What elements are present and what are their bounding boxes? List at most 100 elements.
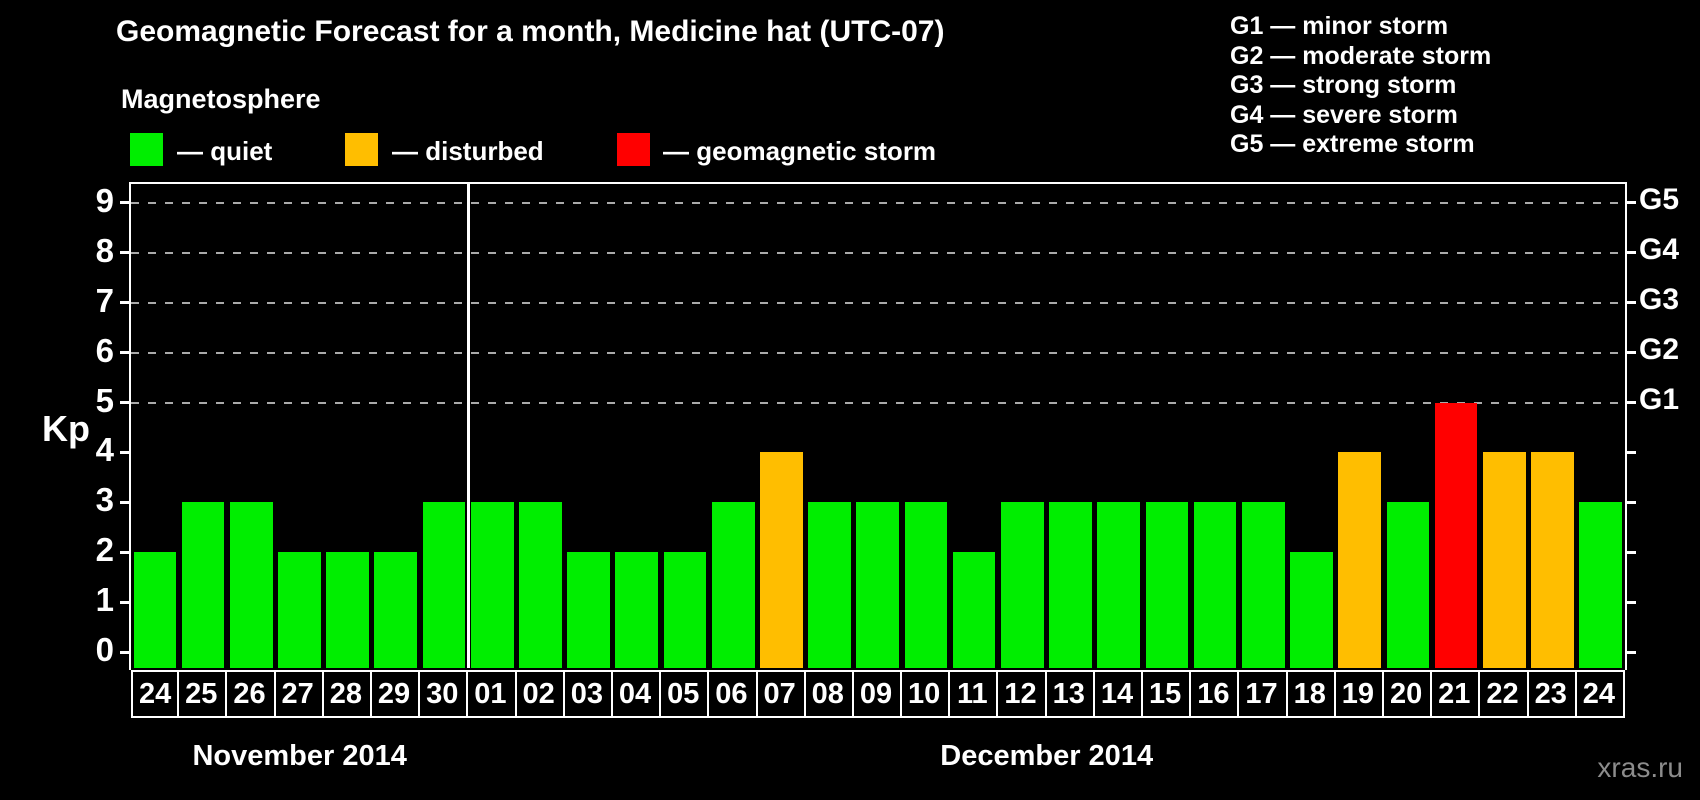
y-axis-label-3: 3: [95, 481, 114, 519]
g-scale-legend-line: G3 — strong storm: [1230, 71, 1457, 99]
kp-bar-15: [1145, 502, 1189, 668]
month-label: November 2014: [192, 740, 407, 772]
y-axis-label-7: 7: [95, 281, 114, 319]
y-axis-tick-right: [1625, 650, 1636, 654]
day-box-10: 10: [900, 670, 951, 718]
y-axis-tick-left: [120, 201, 131, 205]
y-axis-title: Kp: [42, 408, 90, 449]
kp-bar-23: [1531, 452, 1574, 668]
y-axis-label-8: 8: [95, 231, 114, 269]
g-scale-legend: G1 — minor storm G2 — moderate storm G3 …: [1230, 12, 1491, 160]
kp-bar-18: [1290, 552, 1333, 668]
y-axis-label-1: 1: [95, 581, 114, 619]
right-axis-label-G5: G5: [1639, 182, 1680, 216]
day-box-14: 14: [1092, 670, 1144, 718]
kp-bar-06: [711, 502, 755, 668]
kp-bar-05: [663, 552, 707, 668]
kp-bar-02: [519, 502, 562, 668]
day-box-11: 11: [948, 670, 999, 718]
g-scale-legend-line: G5 — extreme storm: [1230, 130, 1475, 158]
y-axis-tick-left: [120, 600, 131, 604]
storm-legend-swatch: [617, 133, 650, 166]
day-box-06: 06: [707, 670, 758, 718]
kp-bar-12: [1000, 502, 1044, 668]
kp-bar-24: [1579, 502, 1622, 668]
y-axis-label-4: 4: [95, 431, 114, 469]
y-axis-tick-left: [120, 650, 131, 654]
quiet-legend-swatch: [130, 133, 163, 166]
gridline-kp9: [131, 201, 1625, 204]
disturbed-legend-swatch: [345, 133, 378, 166]
y-axis-label-6: 6: [95, 331, 114, 369]
month-separator: [467, 184, 470, 668]
kp-bar-28: [326, 552, 369, 668]
day-box-21: 21: [1430, 670, 1481, 718]
kp-bar-20: [1386, 502, 1430, 668]
y-axis-tick-right: [1625, 500, 1636, 504]
y-axis-tick-right: [1625, 600, 1636, 604]
kp-bar-13: [1049, 502, 1092, 668]
day-box-27: 27: [273, 670, 324, 718]
day-box-17: 17: [1237, 670, 1288, 718]
kp-bar-29: [374, 552, 418, 668]
day-box-08: 08: [803, 670, 854, 718]
day-box-19: 19: [1333, 670, 1385, 718]
day-box-24: 24: [1574, 670, 1625, 718]
kp-bar-16: [1193, 502, 1237, 668]
gridline-kp5: [131, 401, 1625, 404]
y-axis-tick-right: [1625, 351, 1636, 355]
day-box-01: 01: [466, 670, 517, 718]
kp-bar-25: [181, 502, 225, 668]
y-axis-label-9: 9: [95, 181, 114, 219]
kp-bar-17: [1241, 502, 1285, 668]
kp-bar-11: [952, 552, 996, 668]
kp-bar-08: [808, 502, 851, 668]
kp-bar-30: [422, 502, 466, 668]
y-axis-tick-right: [1625, 201, 1636, 205]
watermark: xras.ru: [1597, 752, 1683, 783]
kp-bar-03: [567, 552, 610, 668]
gridline-kp8: [131, 251, 1625, 254]
kp-bar-07: [760, 452, 803, 668]
day-box-22: 22: [1478, 670, 1529, 718]
day-box-23: 23: [1526, 670, 1577, 718]
day-box-09: 09: [851, 670, 903, 718]
day-box-02: 02: [514, 670, 565, 718]
y-axis-label-2: 2: [95, 531, 114, 569]
y-axis-tick-right: [1625, 301, 1636, 305]
right-axis-label-G2: G2: [1639, 332, 1680, 366]
disturbed-legend-label: — disturbed: [392, 136, 544, 166]
day-box-12: 12: [996, 670, 1047, 718]
kp-bar-04: [615, 552, 659, 668]
kp-bar-21: [1434, 402, 1478, 668]
kp-bar-19: [1338, 452, 1382, 668]
day-box-29: 29: [369, 670, 421, 718]
day-box-13: 13: [1044, 670, 1095, 718]
day-box-30: 30: [418, 670, 469, 718]
y-axis-tick-right: [1625, 251, 1636, 255]
day-box-05: 05: [659, 670, 710, 718]
day-box-18: 18: [1285, 670, 1336, 718]
page-title: Geomagnetic Forecast for a month, Medici…: [116, 15, 945, 48]
storm-legend-label: — geomagnetic storm: [663, 136, 937, 166]
day-box-07: 07: [755, 670, 806, 718]
kp-bar-14: [1097, 502, 1141, 668]
kp-bar-01: [470, 502, 514, 668]
day-box-24: 24: [131, 670, 180, 718]
y-axis-tick-left: [120, 251, 131, 255]
y-axis-tick-left: [120, 450, 131, 454]
day-box-15: 15: [1141, 670, 1192, 718]
g-scale-legend-line: G4 — severe storm: [1230, 100, 1458, 129]
gridline-kp7: [131, 301, 1625, 304]
day-box-03: 03: [562, 670, 613, 718]
y-axis-tick-right: [1625, 550, 1636, 554]
right-axis-label-G4: G4: [1639, 232, 1680, 266]
kp-bar-22: [1482, 452, 1526, 668]
magnetosphere-legend-title: Magnetosphere: [121, 84, 321, 114]
y-axis-tick-left: [120, 351, 131, 355]
y-axis-tick-right: [1625, 401, 1636, 404]
gridline-kp6: [131, 351, 1625, 354]
y-axis-label-0: 0: [95, 631, 114, 668]
kp-bar-10: [904, 502, 948, 668]
